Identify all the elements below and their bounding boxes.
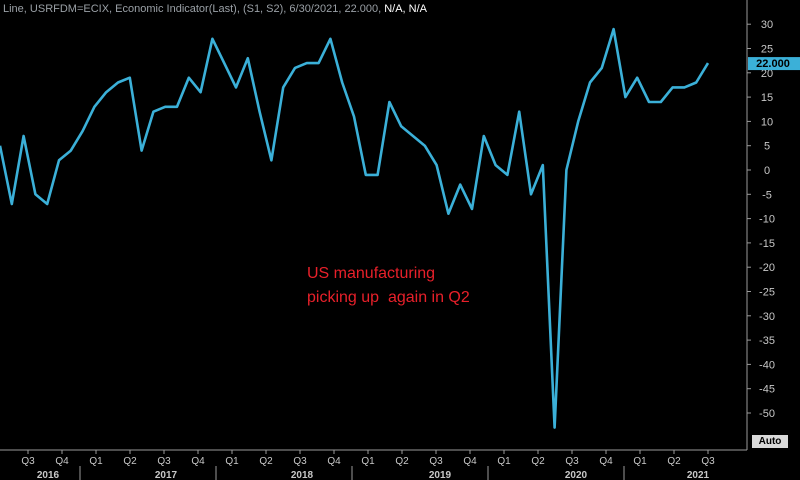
y-tick-label: 30 — [761, 19, 773, 31]
x-tick-label: Q3 — [701, 456, 715, 467]
chart-annotation: US manufacturing picking up again in Q2 — [307, 262, 470, 310]
y-tick-label: -45 — [759, 384, 775, 396]
y-tick-label: -50 — [759, 408, 775, 420]
x-tick-label: Q2 — [395, 456, 409, 467]
last-value-box — [748, 57, 800, 71]
y-tick-label: 25 — [761, 44, 773, 56]
x-tick-label: Q3 — [21, 456, 35, 467]
annotation-line-2: picking up again in Q2 — [307, 289, 470, 306]
year-label: 2021 — [687, 470, 710, 480]
x-tick-label: Q1 — [361, 456, 375, 467]
x-tick-label: Q2 — [667, 456, 681, 467]
y-tick-label: 20 — [761, 68, 773, 80]
last-value-marker: 22.000 — [748, 57, 800, 71]
y-tick-label: 5 — [764, 141, 770, 153]
y-tick-label: -25 — [759, 287, 775, 299]
last-value-label: 22.000 — [756, 58, 790, 70]
x-tick-label: Q4 — [191, 456, 205, 467]
x-tick-label: Q3 — [429, 456, 443, 467]
x-tick-label: Q2 — [123, 456, 137, 467]
year-label: 2020 — [565, 470, 588, 480]
x-tick-label: Q4 — [463, 456, 477, 467]
year-label: 2017 — [155, 470, 178, 480]
y-tick-label: -20 — [759, 262, 775, 274]
x-tick-label: Q3 — [565, 456, 579, 467]
series-line — [0, 27, 710, 429]
x-tick-label: Q1 — [89, 456, 103, 467]
annotation-line-1: US manufacturing — [307, 265, 436, 282]
y-tick-label: 0 — [764, 165, 770, 177]
x-tick-label: Q2 — [259, 456, 273, 467]
x-tick-label: Q3 — [157, 456, 171, 467]
y-axis: 30 25 20 15 10 5 0 -5 -10 -15 -20 -25 -30 -35 -40 -45 -5… — [747, 19, 775, 420]
y-tick-label: 15 — [761, 92, 773, 104]
gridlines — [0, 0, 748, 451]
y-tick-label: -10 — [759, 214, 775, 226]
x-tick-label: Q1 — [497, 456, 511, 467]
chart-header: Line, USRFDM=ECIX, Economic Indicator(La… — [3, 3, 427, 15]
y-tick-label: 10 — [761, 116, 773, 128]
y-tick-label: -40 — [759, 359, 775, 371]
x-tick-label: Q4 — [599, 456, 613, 467]
x-tick-label: Q1 — [225, 456, 239, 467]
year-label: 2019 — [429, 470, 452, 480]
series-descriptor: Line, USRFDM=ECIX, Economic Indicator(La… — [3, 3, 382, 15]
x-tick-label: Q2 — [531, 456, 545, 467]
y-tick-label: -15 — [759, 238, 775, 250]
year-label: 2016 — [37, 470, 60, 480]
x-tick-label: Q1 — [633, 456, 647, 467]
year-label: 2018 — [291, 470, 314, 480]
y-tick-label: -30 — [759, 311, 775, 323]
y-tick-label: -35 — [759, 335, 775, 347]
x-tick-label: Q4 — [327, 456, 341, 467]
auto-scale-button[interactable]: Auto — [752, 435, 788, 448]
x-tick-label: Q4 — [55, 456, 69, 467]
y-tick-label: -5 — [762, 189, 772, 201]
series-na-values: N/A, N/A — [384, 3, 428, 15]
x-tick-label: Q3 — [293, 456, 307, 467]
x-axis: Q3 Q4 Q1 Q2 Q3 Q4 Q1 Q2 Q3 Q4 Q1 Q2 Q3 Q4 Q1 Q2 Q3 Q4 Q1 Q2… — [21, 450, 715, 480]
